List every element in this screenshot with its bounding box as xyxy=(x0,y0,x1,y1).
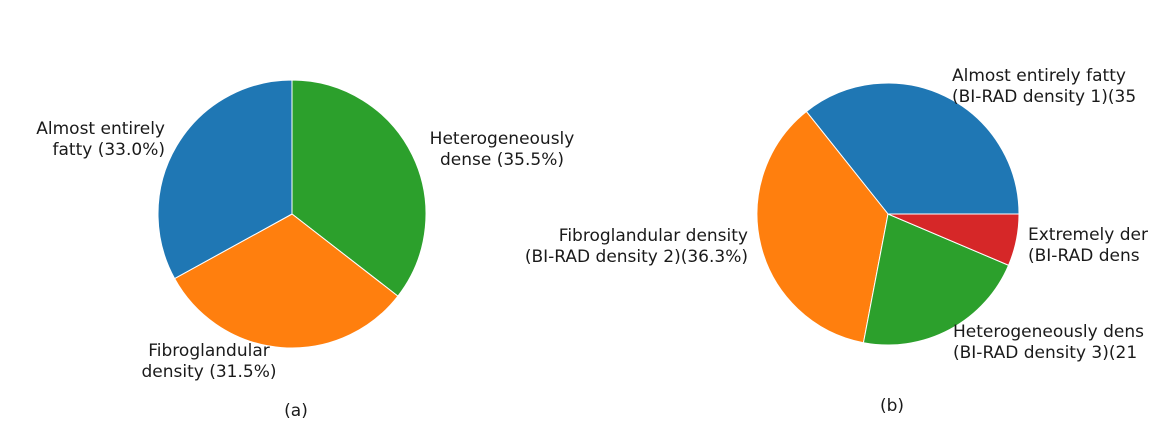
pie-chart-a: Heterogeneously dense (35.5%) Fibroglandul… xyxy=(36,79,575,421)
pie-a-slice-1 xyxy=(174,213,399,349)
pie-a-slice-label-1: Fibroglandular density (31.5%) xyxy=(141,341,276,382)
pie-a-slice-label-2: Almost entirely fatty (33.0%) xyxy=(36,119,165,160)
pie-b-caption: (b) xyxy=(880,396,904,416)
pie-b-slice-0 xyxy=(805,82,1020,215)
pie-b-slice-label-2: Heterogeneously dens (BI-RAD density 3)(2… xyxy=(953,322,1144,363)
pie-a-caption: (a) xyxy=(284,401,308,421)
pie-b-slice-label-1: Fibroglandular density (BI-RAD density 2)… xyxy=(525,226,748,267)
pie-a-slice-0 xyxy=(291,79,427,297)
pie-b-slice-3 xyxy=(887,213,1020,266)
pie-b-slice-2 xyxy=(862,213,1010,346)
pie-a-slice-2 xyxy=(157,79,293,280)
pie-b-slice-label-0: Almost entirely fatty (BI-RAD density 1)(… xyxy=(952,66,1136,107)
pie-chart-b: Almost entirely fatty (BI-RAD density 1)(… xyxy=(525,66,1148,416)
pie-b-slice-1 xyxy=(756,111,889,344)
pie-a-slice-label-0: Heterogeneously dense (35.5%) xyxy=(430,129,575,170)
pie-b-slice-label-3: Extremely der (BI-RAD dens xyxy=(1028,225,1148,266)
